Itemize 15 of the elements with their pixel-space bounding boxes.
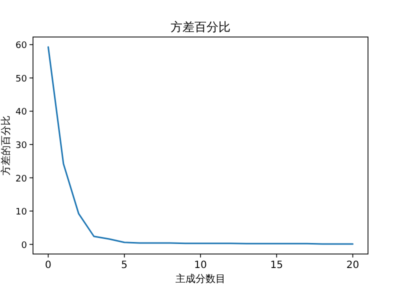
y-tick-label: 40 bbox=[16, 108, 28, 118]
x-tick-label: 5 bbox=[121, 260, 128, 271]
y-tick-label: 10 bbox=[16, 208, 28, 218]
chart-title: 方差百分比 bbox=[170, 20, 230, 34]
x-tick-label: 20 bbox=[346, 260, 360, 271]
y-axis-title: 方差的百分比 bbox=[0, 116, 12, 176]
x-tick-label: 10 bbox=[194, 260, 207, 271]
x-axis-title: 主成分数目 bbox=[176, 273, 226, 285]
y-tick-label: 30 bbox=[16, 141, 28, 151]
x-tick-label: 15 bbox=[270, 260, 284, 271]
x-tick-label: 0 bbox=[45, 260, 52, 271]
y-tick-label: 20 bbox=[16, 174, 28, 184]
y-tick-label: 50 bbox=[16, 74, 28, 84]
y-tick-label: 0 bbox=[21, 240, 28, 251]
y-tick-label: 60 bbox=[16, 41, 28, 52]
